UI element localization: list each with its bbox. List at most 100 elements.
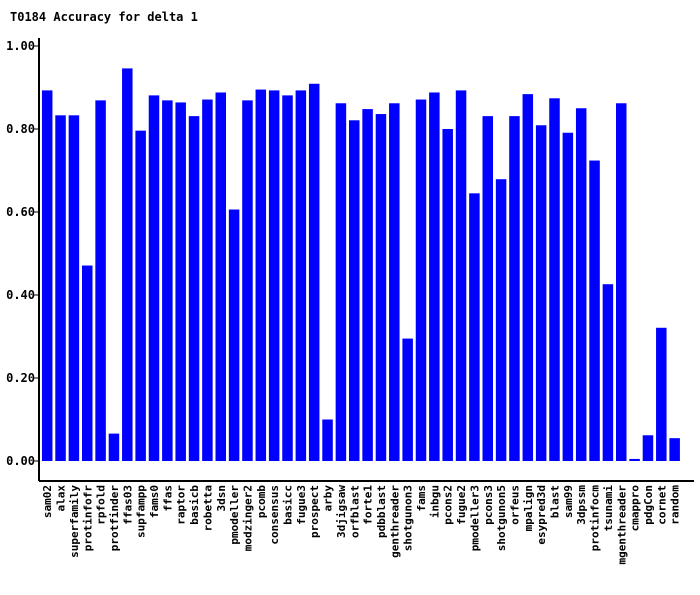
chart-title: T0184 Accuracy for delta 1 bbox=[10, 10, 198, 24]
x-tick-label: sam02 bbox=[41, 485, 54, 518]
x-tick-label: protinfofr bbox=[81, 485, 94, 552]
x-tick-label: superfamily bbox=[68, 485, 81, 558]
bar-blast bbox=[549, 98, 560, 461]
bar-protfinder bbox=[108, 433, 120, 461]
bar-pmodeller bbox=[228, 209, 240, 461]
x-tick-label: pdbblast bbox=[375, 485, 388, 538]
bar-sam02 bbox=[41, 90, 53, 462]
bar-mpalign bbox=[522, 94, 534, 461]
x-tick-label: forte1 bbox=[362, 485, 375, 525]
bar-pcons3 bbox=[482, 116, 493, 461]
x-tick-label: modzinger2 bbox=[241, 485, 254, 551]
x-tick-label: protfinder bbox=[108, 485, 121, 552]
bar-orfeus bbox=[509, 116, 520, 461]
x-tick-label: inbgu bbox=[428, 485, 441, 518]
x-tick-label: basicb bbox=[188, 485, 201, 525]
bar-sam99 bbox=[562, 132, 574, 462]
x-tick-label: tsunami bbox=[602, 485, 615, 532]
bar-robetta bbox=[202, 99, 213, 461]
x-tick-label: consensus bbox=[268, 485, 281, 545]
x-tick-label: supfampp bbox=[135, 485, 148, 538]
bar-3djigsaw bbox=[335, 103, 347, 462]
bar-shotgunon3 bbox=[402, 338, 413, 461]
bar-supfampp bbox=[135, 130, 146, 461]
x-tick-label: fugue3 bbox=[295, 485, 308, 525]
bar-protinfofr bbox=[82, 265, 93, 461]
x-tick-label: blast bbox=[549, 485, 562, 518]
bar-rpfold bbox=[95, 100, 106, 462]
bar-superfamily bbox=[68, 115, 80, 461]
x-tick-label: 3djigsaw bbox=[335, 485, 348, 538]
x-tick-label: mpalign bbox=[522, 485, 535, 531]
y-tick-label: 0.60 bbox=[6, 205, 35, 219]
x-tick-label: orfeus bbox=[508, 485, 521, 525]
bar-cornet bbox=[656, 327, 667, 461]
x-tick-label: cornet bbox=[655, 485, 668, 525]
x-tick-label: robetta bbox=[201, 485, 214, 531]
bar-fugue2 bbox=[455, 90, 467, 462]
bar-modzinger2 bbox=[242, 100, 253, 462]
y-tick-label: 0.40 bbox=[6, 288, 35, 302]
bar-ffas bbox=[162, 100, 173, 462]
bar-arby bbox=[322, 419, 333, 461]
y-ticks-layer: 0.00 0.20 0.40 0.60 0.80 1.00 bbox=[6, 39, 39, 468]
bar-ffas03 bbox=[122, 68, 133, 461]
x-tick-label: 3dsn bbox=[215, 485, 228, 512]
bar-genthreader bbox=[389, 103, 400, 462]
bar-forte1 bbox=[362, 109, 373, 461]
x-tick-label: pmodeller bbox=[228, 485, 241, 545]
x-tick-label: rpfold bbox=[95, 485, 108, 525]
bar-3dsn bbox=[215, 92, 226, 461]
x-tick-label: fams0 bbox=[148, 485, 161, 518]
bar-random bbox=[669, 438, 680, 461]
bar-protinfocm bbox=[589, 160, 600, 462]
bar-pdgCon bbox=[642, 435, 654, 461]
x-tick-label: alax bbox=[55, 485, 68, 512]
bar-pdbblast bbox=[375, 114, 387, 461]
bar-tsunami bbox=[602, 284, 614, 461]
bar-fams bbox=[415, 99, 427, 461]
bar-basicb bbox=[188, 116, 200, 461]
x-tick-label: arby bbox=[322, 485, 335, 512]
bar-fams0 bbox=[148, 95, 160, 461]
x-tick-label: pcons3 bbox=[482, 485, 495, 525]
bar-pcons2 bbox=[442, 129, 453, 461]
x-labels-layer: sam02 alax superfamily protinfofr rpfold prot… bbox=[41, 485, 681, 565]
x-tick-label: prospect bbox=[308, 485, 321, 538]
x-tick-label: protinfocm bbox=[589, 485, 602, 552]
x-tick-label: genthreader bbox=[388, 485, 401, 558]
bar-prospect bbox=[308, 83, 320, 461]
bar-pcomb bbox=[255, 89, 267, 461]
bar-basicc bbox=[282, 95, 293, 461]
x-tick-label: ffas bbox=[161, 485, 174, 512]
bar-orfblast bbox=[349, 120, 360, 461]
y-tick-label: 1.00 bbox=[6, 39, 35, 53]
y-tick-label: 0.20 bbox=[6, 371, 35, 385]
x-tick-label: pcomb bbox=[255, 485, 268, 518]
x-tick-label: raptor bbox=[175, 485, 188, 525]
x-tick-label: ffas03 bbox=[121, 485, 134, 525]
x-tick-label: basicc bbox=[282, 485, 295, 525]
bar-inbgu bbox=[429, 92, 440, 461]
bar-shotgunon5 bbox=[495, 179, 507, 461]
x-tick-label: fugue2 bbox=[455, 485, 468, 525]
x-tick-label: sam99 bbox=[562, 485, 575, 518]
bar-raptor bbox=[175, 102, 186, 461]
bar-pmodeller3 bbox=[469, 193, 480, 461]
bar-cmappro bbox=[629, 458, 640, 461]
x-tick-label: pmodeller3 bbox=[468, 485, 481, 551]
bar-esypred3d bbox=[535, 125, 547, 461]
y-tick-label: 0.80 bbox=[6, 122, 35, 136]
axes-layer bbox=[38, 38, 694, 482]
bar-3dpssm bbox=[575, 108, 587, 461]
x-tick-label: pcons2 bbox=[442, 485, 455, 525]
x-tick-label: esypred3d bbox=[535, 485, 548, 545]
y-tick-label: 0.00 bbox=[6, 454, 35, 468]
x-tick-label: pdgCon bbox=[642, 485, 655, 525]
bar-fugue3 bbox=[295, 90, 307, 462]
x-tick-label: mgenthreader bbox=[615, 485, 628, 565]
x-tick-label: 3dpssm bbox=[575, 485, 588, 525]
x-tick-label: cmappro bbox=[629, 485, 642, 532]
